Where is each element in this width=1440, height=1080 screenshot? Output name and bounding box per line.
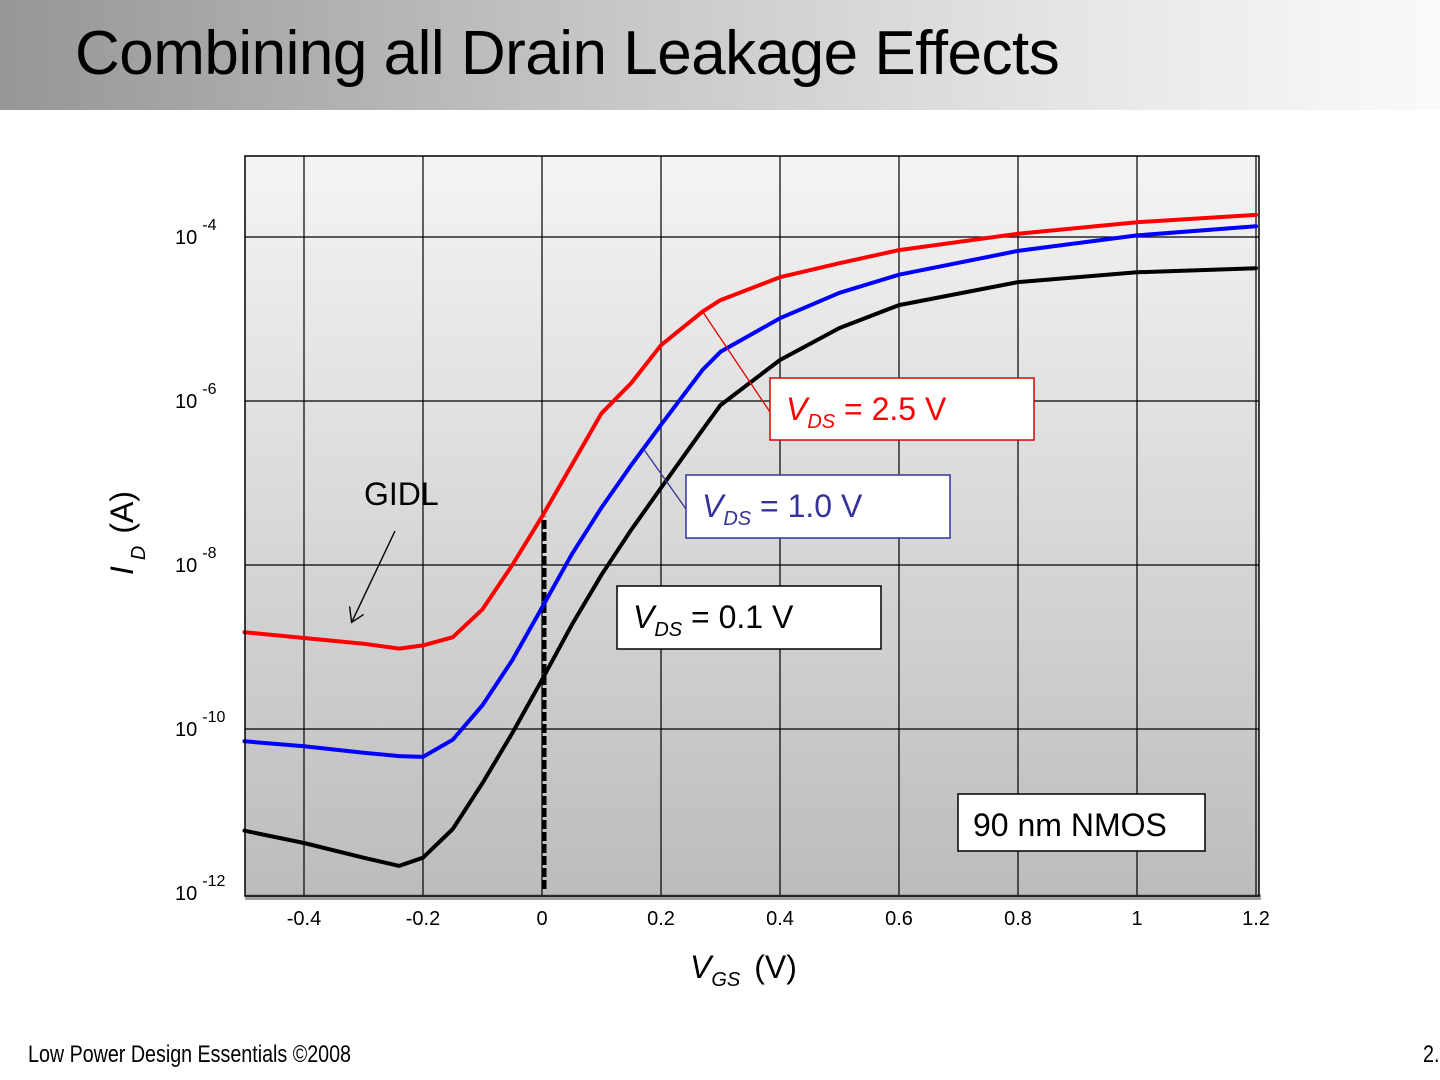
y-tick-label: 10-4	[175, 217, 217, 249]
x-tick-label: 1.2	[1242, 908, 1270, 930]
x-tick-label: 0	[536, 908, 547, 930]
x-tick-label: 1	[1131, 908, 1142, 930]
plot-bottom-shadow	[245, 894, 1261, 900]
x-tick-label: 0.6	[885, 908, 913, 930]
y-tick-label: 10-12	[175, 873, 225, 905]
x-axis-title: VGS (V)	[690, 949, 797, 991]
annotations: GIDL VDS = 2.5 V VDS = 1.0 V VDS = 0.1 V 90 …	[348, 311, 1206, 852]
slide-title: Combining all Drain Leakage Effects	[75, 19, 1060, 88]
footer-page-number: 2.	[1423, 1041, 1440, 1068]
gidl-arrow-shaft	[350, 530, 396, 623]
vds-label-0: VDS = 2.5 V	[786, 391, 947, 433]
series-line-2	[242, 266, 1258, 868]
y-axis-title: ID(A)	[104, 491, 150, 575]
vds-leader-line-0	[702, 311, 771, 413]
device-label: 90 nm NMOS	[973, 807, 1167, 843]
vds-label-2: VDS = 0.1 V	[633, 599, 794, 641]
vds-label-box-2	[616, 585, 882, 650]
series-line-1	[242, 224, 1258, 759]
plot-frame	[244, 155, 1260, 897]
y-tick-label: 10-8	[175, 545, 217, 577]
vds-label-1: VDS = 1.0 V	[702, 488, 863, 530]
gidl-label: GIDL	[364, 476, 439, 512]
series-line-0	[242, 212, 1258, 651]
x-tick-label: -0.4	[287, 908, 321, 930]
vds-leader-line-1	[642, 448, 687, 510]
y-tick-label: 10-6	[175, 381, 217, 413]
gidl-arrow-head	[348, 606, 364, 624]
footer-copyright: Low Power Design Essentials ©2008	[28, 1041, 351, 1068]
x-tick-label: 0.8	[1004, 908, 1032, 930]
title-band	[0, 0, 1440, 110]
tick-labels: -0.4 -0.2 0 0.2 0.4 0.6 0.8 1 1.2 10-4 10-6 10-8 10-…	[104, 217, 1270, 991]
series-lines	[242, 212, 1258, 889]
y-tick-label: 10-10	[175, 709, 225, 741]
x-tick-label: 0.4	[766, 908, 794, 930]
vds-label-box-0	[769, 377, 1035, 441]
vds-label-box-1	[685, 474, 951, 539]
device-label-box	[957, 793, 1206, 852]
x-tick-label: 0.2	[647, 908, 675, 930]
x-tick-label: -0.2	[406, 908, 440, 930]
